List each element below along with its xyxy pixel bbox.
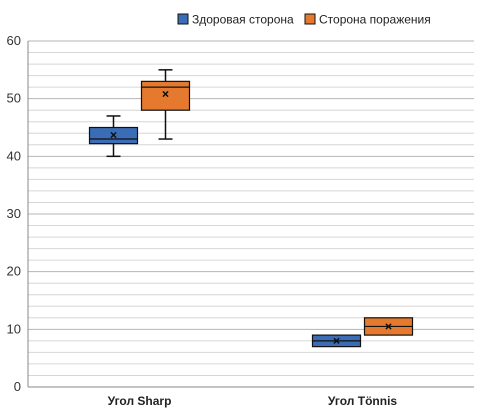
legend-swatch-1 (304, 13, 316, 25)
legend: Здоровая сторона Сторона поражения (177, 13, 431, 27)
box-iqr (140, 80, 191, 111)
box-series (88, 69, 414, 348)
mean-marker (162, 90, 169, 98)
box-1-1 (363, 317, 414, 336)
x-category-label: Угол Tönnis (328, 394, 397, 408)
box-0-1 (311, 334, 362, 348)
y-tick-label: 10 (7, 321, 21, 336)
grid-lines (28, 40, 474, 388)
y-tick-label: 0 (14, 379, 21, 394)
x-category-label: Угол Sharp (108, 394, 172, 408)
x-axis: Угол Sharp Угол Tönnis (28, 386, 474, 408)
y-tick-label: 60 (7, 33, 21, 48)
mean-marker (385, 323, 392, 330)
legend-label-0: Здоровая сторона (192, 13, 294, 27)
legend-label-1: Сторона поражения (319, 13, 431, 27)
box-1-0 (140, 69, 191, 140)
y-tick-label: 50 (7, 91, 21, 106)
y-tick-label: 20 (7, 264, 21, 279)
legend-swatch-0 (177, 13, 189, 25)
y-tick-label: 30 (7, 206, 21, 221)
mean-marker (110, 131, 117, 139)
mean-marker (333, 337, 340, 344)
y-tick-label: 40 (7, 148, 21, 163)
box-0-0 (88, 115, 139, 158)
y-axis: 0 10 20 30 40 50 60 (7, 33, 29, 394)
